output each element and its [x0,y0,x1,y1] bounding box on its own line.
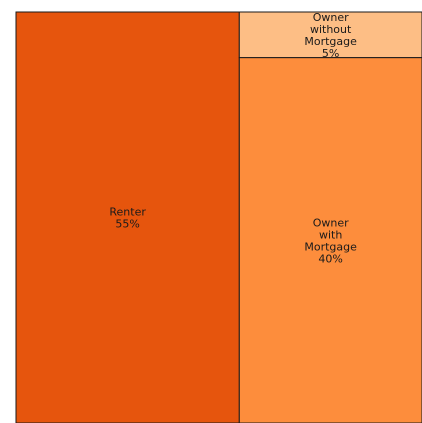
tile-name-line-owner-without-mortgage: without [310,23,352,36]
tile-value-renter: 55% [115,218,139,231]
tile-value-owner-with-mortgage: 40% [318,252,342,265]
tile-renter [15,11,240,423]
tile-name-line-owner-without-mortgage: Mortgage [304,35,357,48]
tile-owner-without-mortgage [238,11,422,59]
tile-name-line-owner-with-mortgage: Mortgage [304,240,357,253]
tile-name-line-renter: Renter [109,206,146,219]
treemap-labels: Renter 55%Owner without Mortgage 5%Owner with… [109,11,357,266]
tile-value-owner-without-mortgage: 5% [322,47,339,60]
tile-label-owner-without-mortgage: Owner without Mortgage 5% [304,11,357,60]
tile-label-renter: Renter 55% [109,206,146,231]
tile-name-line-owner-without-mortgage: Owner [313,11,349,24]
tile-name-line-owner-with-mortgage: Owner [313,216,349,229]
tile-name-line-owner-with-mortgage: with [319,228,342,241]
treemap-tiles [15,11,422,423]
tile-owner-with-mortgage [238,57,422,423]
tile-label-owner-with-mortgage: Owner with Mortgage 40% [304,216,357,265]
